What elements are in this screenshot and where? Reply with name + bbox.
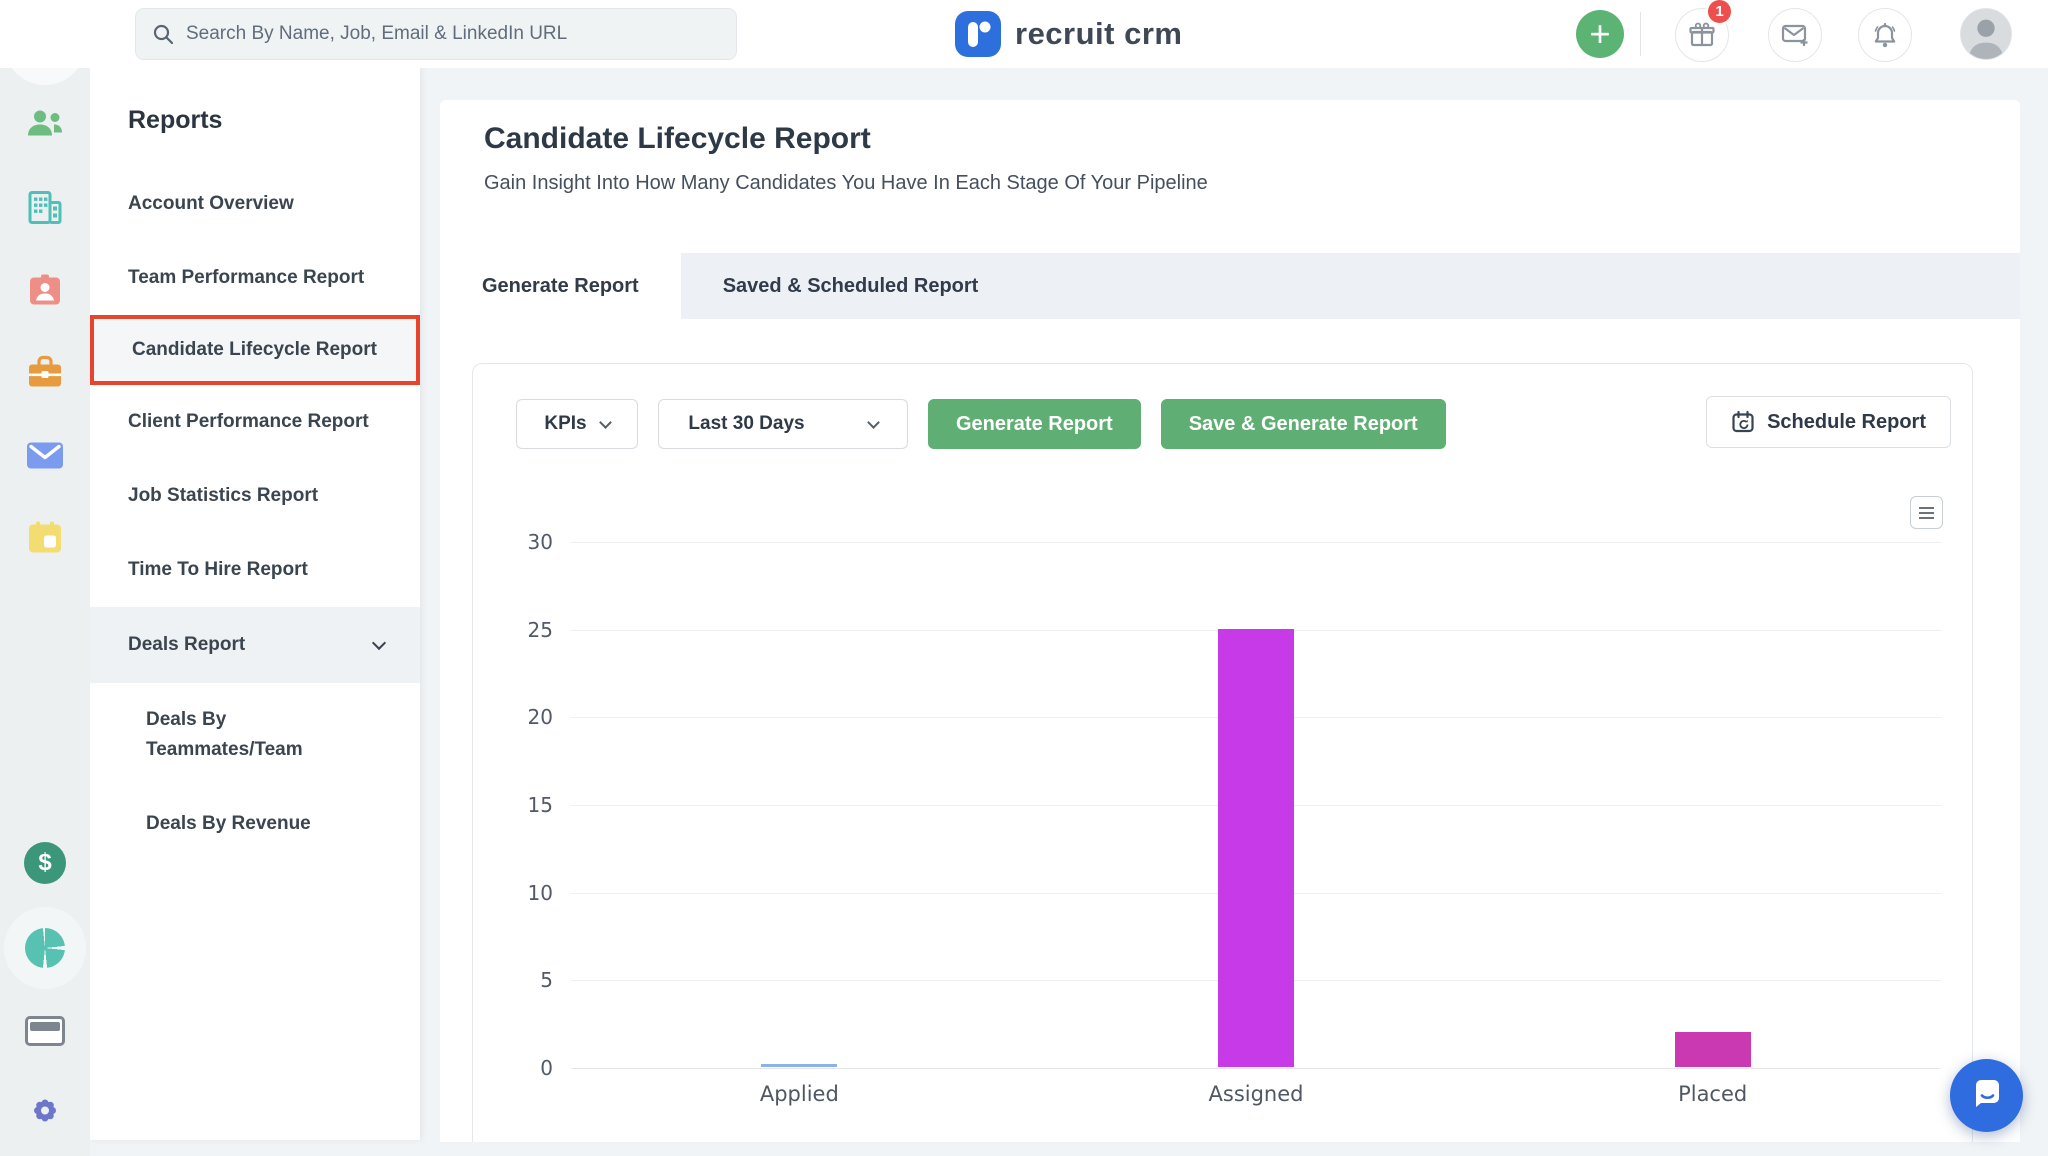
x-axis-category-label: Applied <box>759 1082 839 1106</box>
recruit-crm-logo-icon <box>955 11 1001 57</box>
tab-generate-report[interactable]: Generate Report <box>440 253 681 319</box>
mail-plus-icon <box>1781 24 1808 46</box>
y-axis-tick-label: 5 <box>540 968 553 993</box>
sidebar-item-candidate-lifecycle-report[interactable]: Candidate Lifecycle Report <box>90 315 420 385</box>
bar-assigned[interactable] <box>1218 628 1294 1067</box>
sidebar-items: Account Overview Team Performance Report C… <box>90 167 420 861</box>
page-subtitle: Gain Insight Into How Many Candidates Yo… <box>484 172 1208 194</box>
search-input[interactable] <box>186 23 720 45</box>
sidebar-item-label: Job Statistics Report <box>128 485 319 506</box>
schedule-report-button[interactable]: Schedule Report <box>1706 396 1951 448</box>
report-tabs: Generate Report Saved & Scheduled Report <box>440 253 2020 319</box>
sidebar-item-deals-by-revenue[interactable]: Deals By Revenue <box>90 787 420 861</box>
jobs-nav-icon[interactable] <box>26 355 64 395</box>
main-content: Candidate Lifecycle Report Gain Insight … <box>420 68 2048 1156</box>
sidebar-item-account-overview[interactable]: Account Overview <box>90 167 420 241</box>
app-logo[interactable]: recruit crm <box>955 10 1182 58</box>
chevron-down-icon <box>866 415 880 429</box>
sidebar-item-deals-by-teammates-team[interactable]: Deals By Teammates/Team <box>90 683 420 787</box>
chevron-down-icon <box>598 415 612 429</box>
gift-icon <box>1689 22 1715 47</box>
date-range-dropdown[interactable]: Last 30 Days <box>658 399 908 449</box>
sidebar-item-label: Team Performance Report <box>128 267 365 288</box>
schedule-report-label: Schedule Report <box>1767 410 1926 433</box>
y-axis-tick-label: 15 <box>527 793 553 817</box>
email-button[interactable] <box>1768 8 1822 62</box>
bar-placed[interactable] <box>1674 1031 1751 1067</box>
sidebar-item-job-statistics-report[interactable]: Job Statistics Report <box>90 459 420 533</box>
sidebar-item-team-performance-report[interactable]: Team Performance Report <box>90 241 420 315</box>
bell-icon <box>1874 22 1896 47</box>
y-axis-tick-label: 0 <box>540 1056 553 1080</box>
generate-report-button[interactable]: Generate Report <box>928 399 1141 449</box>
bar-applied[interactable] <box>761 1064 838 1067</box>
settings-nav-icon[interactable] <box>26 1092 64 1135</box>
x-axis-category-label: Placed <box>1678 1082 1748 1106</box>
save-generate-report-button[interactable]: Save & Generate Report <box>1160 399 1446 449</box>
sidebar-item-time-to-hire-report[interactable]: Time To Hire Report <box>90 533 420 607</box>
sidebar-item-label: Deals By Teammates/Team <box>146 709 303 760</box>
y-axis-tick-label: 10 <box>527 880 553 905</box>
sidebar-item-label: Client Performance Report <box>128 411 369 432</box>
global-search[interactable] <box>135 8 737 60</box>
page-title: Candidate Lifecycle Report <box>484 122 871 155</box>
kpi-dropdown[interactable]: KPIs <box>516 399 638 449</box>
x-axis-category-label: Assigned <box>1208 1082 1304 1106</box>
sidebar-heading: Reports <box>128 106 223 134</box>
y-axis-tick-label: 30 <box>527 530 553 554</box>
gift-notification-badge: 1 <box>1706 0 1733 25</box>
report-panel: KPIs Last 30 Days Generate Report Save &… <box>472 363 1973 1142</box>
chart-context-menu-button[interactable] <box>1910 496 1943 529</box>
chart-gridline <box>571 542 1941 543</box>
sidebar-item-label: Candidate Lifecycle Report <box>132 339 377 360</box>
report-controls: KPIs Last 30 Days Generate Report Save &… <box>516 399 1446 449</box>
sidebar-item-deals-report[interactable]: Deals Report <box>90 607 420 683</box>
sidebar-item-label: Deals Report <box>128 634 246 655</box>
notifications-button[interactable] <box>1858 8 1912 62</box>
search-icon <box>153 24 174 45</box>
topbar-divider <box>1640 12 1641 56</box>
calendar-schedule-icon <box>1732 410 1754 433</box>
inbox-nav-icon[interactable] <box>26 442 64 475</box>
billing-nav-icon[interactable] <box>25 1016 65 1046</box>
bar-chart: 0 5 10 15 20 25 30 Applied Assigned Placed <box>528 530 1941 1106</box>
chart-gridline <box>571 1068 1941 1069</box>
sidebar-item-label: Deals By Revenue <box>146 813 311 834</box>
chat-bubble-icon <box>1975 1079 1999 1107</box>
analytics-nav-icon[interactable] <box>25 928 65 968</box>
calendar-nav-icon[interactable] <box>27 521 63 560</box>
quick-add-button[interactable]: + <box>1576 10 1624 58</box>
candidates-nav-icon[interactable] <box>25 108 65 145</box>
left-icon-rail: $ <box>0 0 90 1156</box>
tab-saved-scheduled-report[interactable]: Saved & Scheduled Report <box>722 274 979 297</box>
logo-wordmark: recruit crm <box>1015 16 1183 51</box>
y-axis-tick-label: 25 <box>527 617 553 642</box>
date-range-label: Last 30 Days <box>688 413 805 434</box>
chevron-down-icon <box>371 635 387 650</box>
user-avatar[interactable] <box>1960 8 2012 60</box>
report-card: Candidate Lifecycle Report Gain Insight … <box>440 100 2020 1142</box>
kpi-dropdown-label: KPIs <box>544 413 587 434</box>
chat-launcher-button[interactable] <box>1950 1059 2023 1132</box>
avatar-person-icon <box>1961 9 2011 59</box>
companies-nav-icon[interactable] <box>26 190 64 231</box>
sidebar-item-label: Time To Hire Report <box>128 559 308 580</box>
sidebar-item-client-performance-report[interactable]: Client Performance Report <box>90 385 420 459</box>
y-axis-tick-label: 20 <box>527 705 553 730</box>
sidebar-item-label: Account Overview <box>128 193 294 214</box>
top-bar: recruit crm + 1 <box>0 0 2048 68</box>
reports-sidebar: Reports Account Overview Team Performance… <box>90 68 420 1140</box>
contacts-nav-icon[interactable] <box>27 273 63 314</box>
deals-nav-icon[interactable]: $ <box>24 842 66 884</box>
